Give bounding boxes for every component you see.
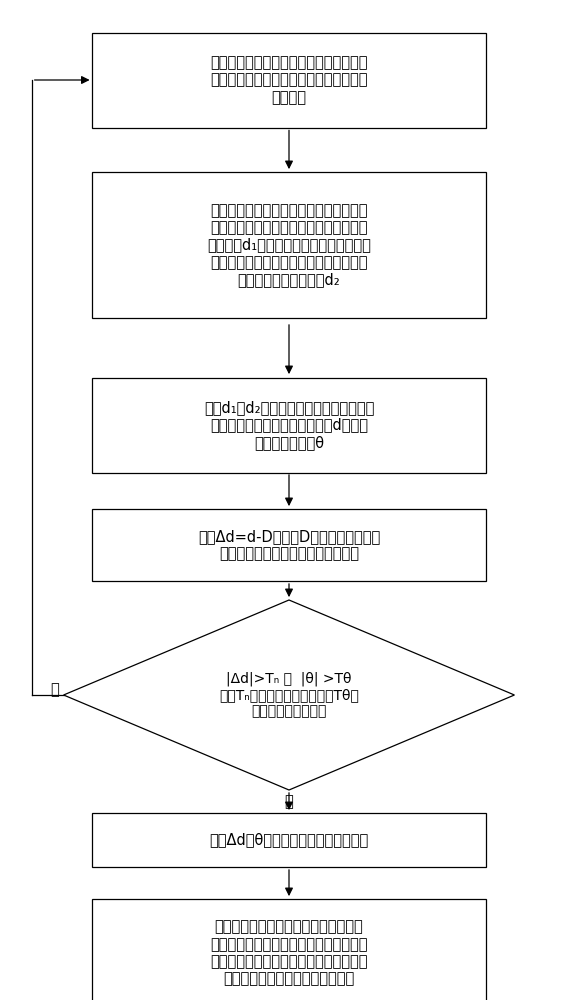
- Text: 否: 否: [50, 682, 60, 698]
- Bar: [92, 377, 486, 473]
- Bar: [92, 32, 486, 127]
- Text: 计算Δd=d-D，其中D为车侧首尾测点立
面到光伏阵列面板下沿距离的设定值: 计算Δd=d-D，其中D为车侧首尾测点立 面到光伏阵列面板下沿距离的设定值: [198, 529, 380, 561]
- Text: 基于d₁和d₂计算首、尾测点所处测点立面
到光伏阵列面板下沿的平均距离d及其与
阵列走向的夹角θ: 基于d₁和d₂计算首、尾测点所处测点立面 到光伏阵列面板下沿的平均距离d及其与 …: [204, 400, 374, 450]
- Text: |Δd|>Tₙ 或  |θ| >Tθ
其中Tₙ为距离偏差的容差限，Tθ为
平行度偏差的容差限: |Δd|>Tₙ 或 |θ| >Tθ 其中Tₙ为距离偏差的容差限，Tθ为 平行度偏…: [219, 672, 359, 718]
- Text: 底盘行进转向驱动装置的原动件在功率
驱动电路直接或间接控制下输出相应动作
使底盘在行进中转向纠偏，以消除之前车
体位姿相对于理想状态的超限偏差: 底盘行进转向驱动装置的原动件在功率 驱动电路直接或间接控制下输出相应动作 使底盘…: [210, 919, 368, 987]
- Bar: [92, 509, 486, 581]
- Bar: [92, 899, 486, 1000]
- Text: 根据车首测点到光伏阵列面板下边沿的距
离计算车首测点立线到光伏阵列面板下边
沿的距离d₁，根据车尾测点到光伏阵列面
板下边沿的距离计算车尾测点立线到光伏
阵列面: 根据车首测点到光伏阵列面板下边沿的距 离计算车首测点立线到光伏阵列面板下边 沿的…: [207, 203, 371, 287]
- Text: 利用车侧首部和尾部的超声测距传感器分
别测出各自所处测点到光伏阵列面板下边
沿的距离: 利用车侧首部和尾部的超声测距传感器分 别测出各自所处测点到光伏阵列面板下边 沿的…: [210, 55, 368, 105]
- Text: 是: 是: [284, 794, 294, 810]
- Text: 根据Δd和θ生成底盘行进调向操作指令: 根据Δd和θ生成底盘行进调向操作指令: [209, 832, 369, 848]
- Bar: [92, 813, 486, 867]
- Bar: [92, 172, 486, 318]
- Polygon shape: [64, 600, 514, 790]
